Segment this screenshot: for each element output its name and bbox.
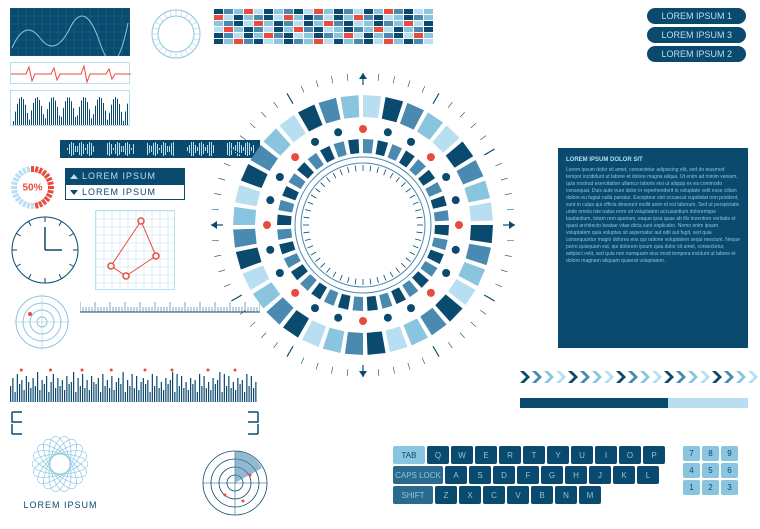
key-shift[interactable]: SHIFT xyxy=(393,486,433,504)
key-tab[interactable]: TAB xyxy=(393,446,425,464)
key-caps-lock[interactable]: CAPS LOCK xyxy=(393,466,443,484)
numkey-6[interactable]: 6 xyxy=(721,463,738,478)
chevron-strip xyxy=(520,370,760,382)
numkey-7[interactable]: 7 xyxy=(683,446,700,461)
key-a[interactable]: A xyxy=(445,466,467,484)
numkey-1[interactable]: 1 xyxy=(683,480,700,495)
key-z[interactable]: Z xyxy=(435,486,457,504)
key-d[interactable]: D xyxy=(493,466,515,484)
target-dial xyxy=(14,294,70,350)
lorem-bot: LOREM IPSUM xyxy=(82,187,156,197)
key-u[interactable]: U xyxy=(571,446,593,464)
key-t[interactable]: T xyxy=(523,446,545,464)
key-k[interactable]: K xyxy=(613,466,635,484)
ekg-box xyxy=(10,62,130,84)
bar-gauge xyxy=(520,398,748,408)
pill[interactable]: LOREM IPSUM 3 xyxy=(647,27,746,43)
graph-panel xyxy=(95,210,175,290)
pill-stack: LOREM IPSUM 1 LOREM IPSUM 3 LOREM IPSUM 2 xyxy=(647,8,746,65)
pct-gauge-label: 50% xyxy=(10,182,55,193)
numpad[interactable]: 789 456 123 xyxy=(682,445,742,496)
numkey-4[interactable]: 4 xyxy=(683,463,700,478)
key-o[interactable]: O xyxy=(619,446,641,464)
key-w[interactable]: W xyxy=(451,446,473,464)
ring-outline xyxy=(150,8,202,60)
spiro-label: LOREM IPSUM xyxy=(18,500,103,510)
text-panel-body: Lorem ipsum dolor sit amet, consectetur … xyxy=(566,167,740,265)
key-j[interactable]: J xyxy=(589,466,611,484)
key-x[interactable]: X xyxy=(459,486,481,504)
pill[interactable]: LOREM IPSUM 1 xyxy=(647,8,746,24)
key-h[interactable]: H xyxy=(565,466,587,484)
spirograph xyxy=(18,432,103,497)
lorem-top: LOREM IPSUM xyxy=(82,171,156,181)
key-c[interactable]: C xyxy=(483,486,505,504)
key-f[interactable]: F xyxy=(517,466,539,484)
text-panel-title: LOREM IPSUM DOLOR SIT xyxy=(566,156,740,164)
key-g[interactable]: G xyxy=(541,466,563,484)
key-n[interactable]: N xyxy=(555,486,577,504)
keyboard[interactable]: TABQWERTYUIOP CAPS LOCKASDFGHJKL SHIFTZXCV… xyxy=(392,445,666,505)
key-b[interactable]: B xyxy=(531,486,553,504)
key-e[interactable]: E xyxy=(475,446,497,464)
grid-panel xyxy=(10,8,130,56)
radar-dial xyxy=(200,448,270,518)
key-v[interactable]: V xyxy=(507,486,529,504)
lorem-toggle-box[interactable]: LOREM IPSUM LOREM IPSUM xyxy=(65,168,185,200)
barwave-box xyxy=(10,90,130,126)
key-s[interactable]: S xyxy=(469,466,491,484)
clock-dial xyxy=(10,215,80,285)
numkey-8[interactable]: 8 xyxy=(702,446,719,461)
pill[interactable]: LOREM IPSUM 2 xyxy=(647,46,746,62)
key-m[interactable]: M xyxy=(579,486,601,504)
central-dial xyxy=(208,70,518,380)
numkey-5[interactable]: 5 xyxy=(702,463,719,478)
pct-gauge: 50% xyxy=(10,165,55,210)
key-l[interactable]: L xyxy=(637,466,659,484)
numkey-3[interactable]: 3 xyxy=(721,480,738,495)
key-q[interactable]: Q xyxy=(427,446,449,464)
key-r[interactable]: R xyxy=(499,446,521,464)
key-i[interactable]: I xyxy=(595,446,617,464)
numkey-2[interactable]: 2 xyxy=(702,480,719,495)
color-grid xyxy=(213,8,438,44)
key-p[interactable]: P xyxy=(643,446,665,464)
numkey-9[interactable]: 9 xyxy=(721,446,738,461)
text-panel: LOREM IPSUM DOLOR SIT Lorem ipsum dolor … xyxy=(558,148,748,348)
key-y[interactable]: Y xyxy=(547,446,569,464)
